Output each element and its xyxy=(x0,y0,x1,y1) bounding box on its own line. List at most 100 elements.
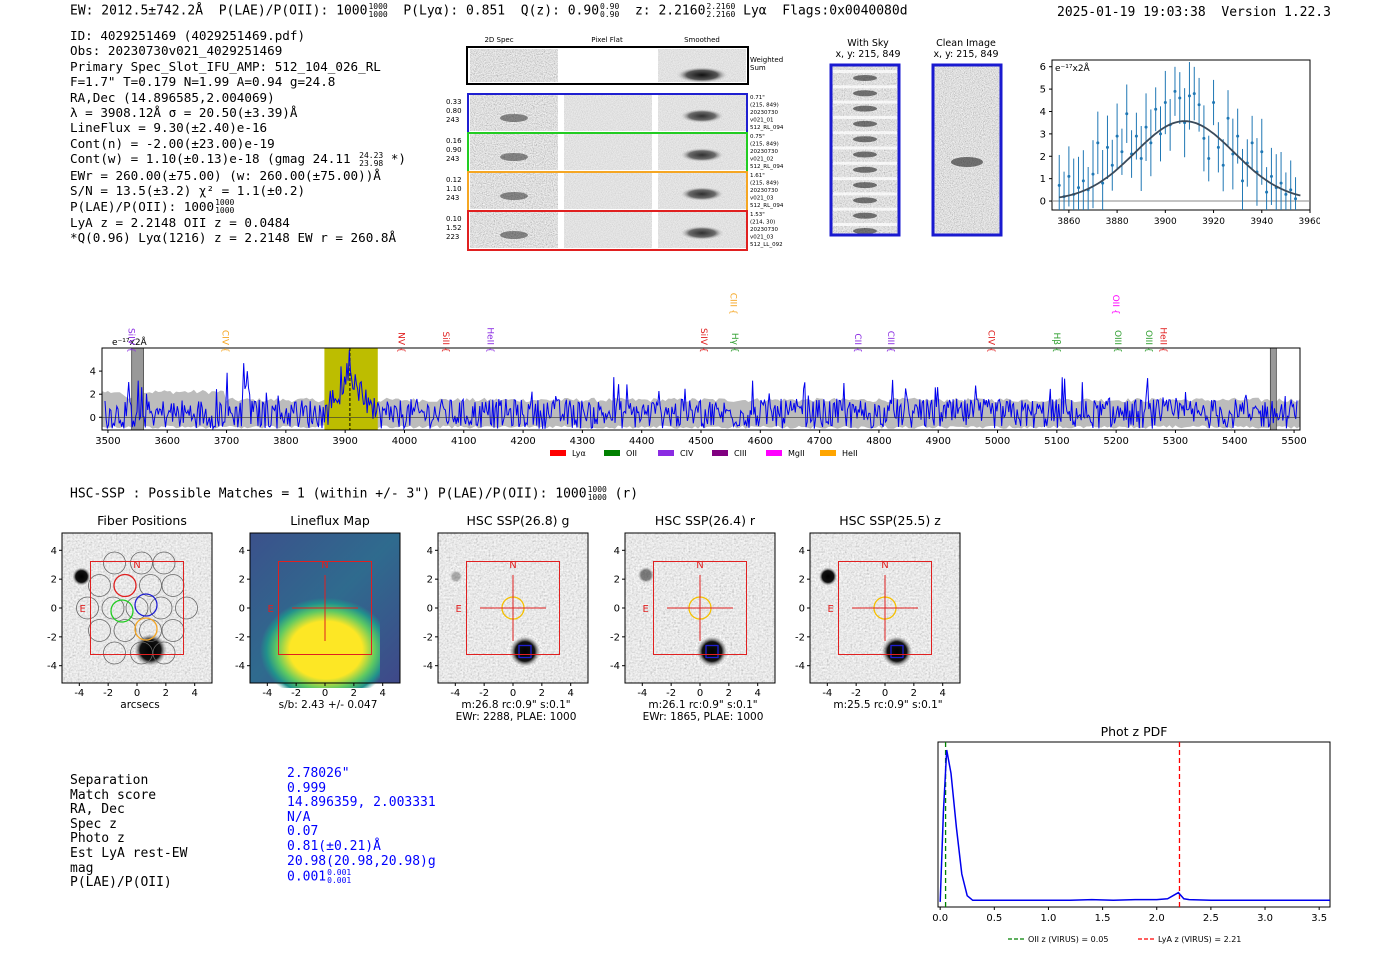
zoom-data-point xyxy=(1115,134,1119,138)
zoom-data-point xyxy=(1159,132,1163,136)
zoom-data-point xyxy=(1067,174,1071,178)
line-marker-brace: { xyxy=(1158,347,1168,353)
spec2d-row-right-label: 512_RL_094 xyxy=(750,164,784,170)
info-plae: P(LAE)/P(OII): 1000 xyxy=(70,198,215,214)
fiber-circle xyxy=(175,596,198,620)
spec2d-col-header: Pixel Flat xyxy=(591,36,623,44)
spectrum-xtick-label: 4000 xyxy=(392,436,417,447)
sky-stripe-source xyxy=(853,90,877,97)
header-qz-hi: 0.90 xyxy=(600,2,620,11)
spec2d-row-left-label: 0.33 xyxy=(446,98,462,106)
clean-image-coord: x, y: 215, 849 xyxy=(933,49,999,60)
spectrum-xtick-label: 5000 xyxy=(985,436,1010,447)
spectrum-ytick-label: 4 xyxy=(90,367,96,378)
stamp-ytick-label: -4 xyxy=(610,661,620,672)
zoom-data-point xyxy=(1091,172,1095,176)
zoom-data-point xyxy=(1236,134,1240,138)
stamp-ytick-label: -4 xyxy=(235,661,245,672)
photz-legend-label: LyA z (VIRUS) = 2.21 xyxy=(1158,935,1241,944)
info-q: *Q(0.96) Lyα(1216) z = 2.2148 EW r = 260… xyxy=(70,230,397,246)
zoom-xtick-label: 3900 xyxy=(1154,217,1177,227)
spectrum-unit-label: e⁻¹⁷x2Å xyxy=(112,336,148,348)
weighted-sum-2d xyxy=(470,49,558,82)
zoom-data-point xyxy=(1289,188,1293,192)
spec2d-row-left-label: 0.80 xyxy=(446,107,462,115)
sky-stripe-source xyxy=(853,212,877,219)
header-qz-lo: 0.90 xyxy=(600,10,620,19)
zoom-xtick-label: 3860 xyxy=(1057,217,1080,227)
match-labels: Separation Match score RA, Dec Spec z Ph… xyxy=(70,773,187,891)
zoom-data-point xyxy=(1279,181,1283,185)
match-box xyxy=(705,644,719,659)
search-box xyxy=(653,561,747,655)
sky-stripe xyxy=(833,207,897,211)
hsc-hi: 1000 xyxy=(587,485,607,494)
header-flags: Flags:0x0040080d xyxy=(782,3,908,19)
line-marker-brace: { xyxy=(1110,309,1120,315)
header-z-hi: 2.2160 xyxy=(706,2,736,11)
stamp-ytick-label: -2 xyxy=(423,632,433,643)
spectrum-xtick-label: 5100 xyxy=(1044,436,1069,447)
stamp-ytick-label: 0 xyxy=(427,604,433,615)
stamp-caption: m:26.8 rc:0.9" s:0.1" xyxy=(461,699,570,711)
header-timestamp: 2025-01-19 19:03:38 xyxy=(1057,5,1206,20)
spec2d-row-right-label: (215, 849) xyxy=(750,181,779,187)
stamp-xtick-label: -4 xyxy=(74,688,84,699)
fiber-circle xyxy=(88,574,111,597)
zoom-data-point xyxy=(1110,163,1114,167)
photz-legend-label: OII z (VIRUS) = 0.05 xyxy=(1028,935,1108,944)
search-box xyxy=(278,561,372,655)
fiber-circle xyxy=(130,551,153,575)
match-value: 0.999 xyxy=(287,780,327,796)
legend-label: HeII xyxy=(842,449,858,458)
stamp-caption: m:26.1 rc:0.9" s:0.1" xyxy=(648,699,757,711)
full-spectrum-chart: 0 2 4 3500 3600 3700 3800 3900 4000 4100 4200 4300 4… xyxy=(90,293,1307,458)
cutout-images xyxy=(829,63,1003,237)
weighted-sum-label: Sum xyxy=(750,64,766,72)
spec2d-row-right-label: (215, 849) xyxy=(750,142,779,148)
clean-image-title: Clean Image xyxy=(936,38,996,49)
stamp-ytick-label: 4 xyxy=(614,546,620,557)
stamp-title: HSC SSP(26.4) r xyxy=(655,513,756,528)
fiber-circle xyxy=(152,641,176,665)
weighted-sum-label: Weighted xyxy=(750,56,783,64)
line-marker-brace: { xyxy=(219,347,229,353)
stamp-xtick-label: 0 xyxy=(510,688,516,699)
match-label: RA, Dec xyxy=(70,802,125,818)
hsc-lo: 1000 xyxy=(587,493,607,502)
spec2d-row-right-label: 512_LL_092 xyxy=(750,242,783,248)
star xyxy=(638,567,654,583)
fiber-circle xyxy=(130,641,153,665)
fiber-circle xyxy=(113,619,137,642)
spectrum-xtick-label: 5400 xyxy=(1222,436,1247,447)
spectrum-xtick-label: 4100 xyxy=(451,436,476,447)
zoom-data-point xyxy=(1187,94,1191,98)
stamp-xtick-label: 0 xyxy=(882,688,888,699)
stamp-caption: m:25.5 rc:0.9" s:0.1" xyxy=(833,699,942,711)
spec2d-row-blob xyxy=(680,187,724,201)
spectrum-xtick-label: 5300 xyxy=(1163,436,1188,447)
zoom-fit-curve xyxy=(1059,120,1301,199)
info-contw-hi: 24.23 xyxy=(359,150,384,160)
sky-stripe xyxy=(833,177,897,181)
stamp-ytick-label: 0 xyxy=(239,604,245,615)
spectrum-xtick-label: 3800 xyxy=(273,436,298,447)
stamp-xtick-label: 0 xyxy=(697,688,703,699)
search-box xyxy=(466,561,560,655)
spectrum-xtick-label: 3700 xyxy=(214,436,239,447)
line-marker-label: OIII xyxy=(1143,330,1153,345)
sky-stripe xyxy=(833,192,897,196)
match-box xyxy=(518,644,532,659)
stamp-caption: arcsecs xyxy=(120,699,159,711)
match-value: 0.07 xyxy=(287,824,319,840)
match-label: Match score xyxy=(70,787,157,803)
spec2d-row-gap xyxy=(558,134,564,170)
line-marker-brace: { xyxy=(396,347,406,353)
line-marker-brace: { xyxy=(986,347,996,353)
zoom-data-point xyxy=(1096,141,1100,145)
spec2d-row-right-label: 20230730 xyxy=(750,227,778,233)
match-value: 2.78026" xyxy=(287,766,350,781)
stamp-xtick-label: -2 xyxy=(291,688,301,699)
